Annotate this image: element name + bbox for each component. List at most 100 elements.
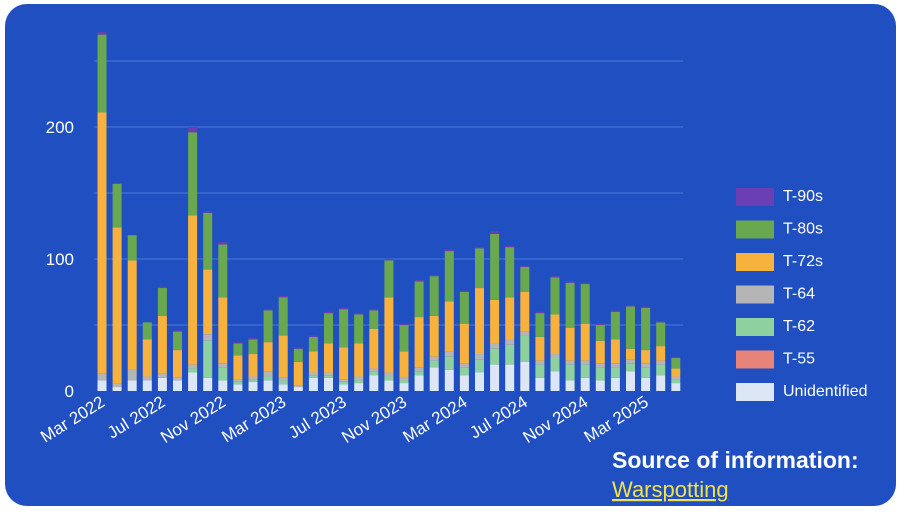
- bar-segment: [293, 347, 303, 349]
- bar-segment: [278, 384, 288, 391]
- bar-segment: [308, 336, 318, 352]
- bar-segment: [399, 377, 409, 381]
- bar-segment: [550, 358, 560, 372]
- bar-segment: [157, 288, 167, 316]
- bar-segment: [505, 247, 515, 298]
- bar-segment: [505, 339, 515, 345]
- bar-segment: [157, 373, 167, 378]
- legend-label: T-72s: [783, 253, 823, 270]
- bar-segment: [580, 377, 590, 391]
- bar-segment: [188, 127, 198, 133]
- bar-segment: [535, 313, 545, 337]
- legend-swatch: [736, 383, 774, 401]
- bar-segment: [97, 373, 107, 381]
- bar-segment: [188, 368, 198, 373]
- bar-segment: [459, 292, 469, 324]
- bar-segment: [399, 323, 409, 325]
- legend-label: T-62: [783, 318, 815, 335]
- bar-segment: [414, 367, 424, 372]
- bar-segment: [414, 371, 424, 376]
- bar-segment: [459, 363, 469, 368]
- bar-segment: [671, 358, 681, 369]
- bar-segment: [444, 251, 454, 302]
- bar-segment: [97, 31, 107, 35]
- legend-swatch: [736, 285, 774, 304]
- bar-segment: [97, 34, 107, 113]
- bar-segment: [248, 354, 258, 377]
- bar-segment: [354, 380, 364, 384]
- bar-segment: [671, 356, 681, 358]
- bar-segment: [656, 346, 666, 361]
- bar-segment: [173, 380, 182, 391]
- bar-segment: [490, 233, 500, 300]
- bar-segment: [535, 311, 545, 314]
- bar-segment: [354, 376, 364, 381]
- bar-segment: [248, 379, 258, 382]
- legend-swatch: [736, 350, 774, 369]
- bar-segment: [218, 367, 228, 381]
- bar-segment: [354, 314, 364, 344]
- bar-segment: [263, 310, 273, 343]
- bar-segment: [157, 377, 167, 391]
- bar-segment: [157, 286, 167, 289]
- bar-segment: [339, 309, 349, 348]
- bar-segment: [520, 331, 530, 336]
- bar-segment: [248, 339, 258, 355]
- bar-segment: [444, 351, 454, 357]
- bar-segment: [626, 305, 635, 307]
- bar-segment: [520, 265, 530, 267]
- legend-swatch: [736, 220, 774, 239]
- bar-segment: [97, 112, 107, 374]
- bar-segment: [97, 380, 107, 391]
- y-tick-label: 100: [46, 250, 74, 269]
- bar-segment: [414, 317, 424, 368]
- bar-segment: [308, 372, 318, 376]
- bar-segment: [414, 280, 424, 282]
- bar-segment: [142, 339, 152, 377]
- bar-segment: [671, 368, 681, 377]
- bar-segment: [339, 384, 349, 391]
- bar-segment: [173, 330, 182, 332]
- bar-segment: [324, 311, 333, 314]
- bar-segment: [550, 354, 560, 358]
- bar-segment: [626, 306, 635, 349]
- bar-segment: [399, 380, 409, 384]
- bar-segment: [188, 364, 198, 369]
- bar-segment: [263, 342, 273, 372]
- bar-segment: [142, 376, 152, 381]
- bar-segment: [520, 335, 530, 362]
- bar-segment: [459, 323, 469, 364]
- bar-segment: [459, 290, 469, 292]
- bar-segment: [475, 354, 484, 360]
- bar-segment: [490, 348, 500, 365]
- bar-segment: [429, 356, 439, 361]
- bar-segment: [610, 363, 620, 368]
- bar-segment: [490, 299, 500, 344]
- bar-segment: [475, 372, 484, 391]
- bar-segment: [173, 350, 182, 378]
- bar-segment: [444, 369, 454, 391]
- bar-segment: [429, 276, 439, 316]
- bar-segment: [414, 375, 424, 391]
- legend-label: Unidentified: [783, 383, 868, 400]
- legend-swatch: [736, 188, 774, 206]
- bar-segment: [278, 380, 288, 385]
- source-link[interactable]: Warspotting: [612, 477, 729, 502]
- bar-segment: [595, 323, 605, 325]
- bar-segment: [641, 307, 651, 351]
- bar-segment: [142, 380, 152, 391]
- bar-segment: [203, 211, 213, 213]
- bar-segment: [565, 364, 575, 381]
- bar-segment: [565, 327, 575, 361]
- bar-segment: [354, 343, 364, 377]
- bar-segment: [324, 313, 333, 344]
- bar-segment: [565, 282, 575, 328]
- bar-segment: [203, 269, 213, 335]
- bar-segment: [248, 376, 258, 380]
- bar-segment: [444, 356, 454, 370]
- bar-segment: [339, 347, 349, 380]
- bar-segment: [263, 380, 273, 391]
- bar-segment: [641, 350, 651, 364]
- bar-segment: [610, 310, 620, 312]
- bar-segment: [218, 241, 228, 245]
